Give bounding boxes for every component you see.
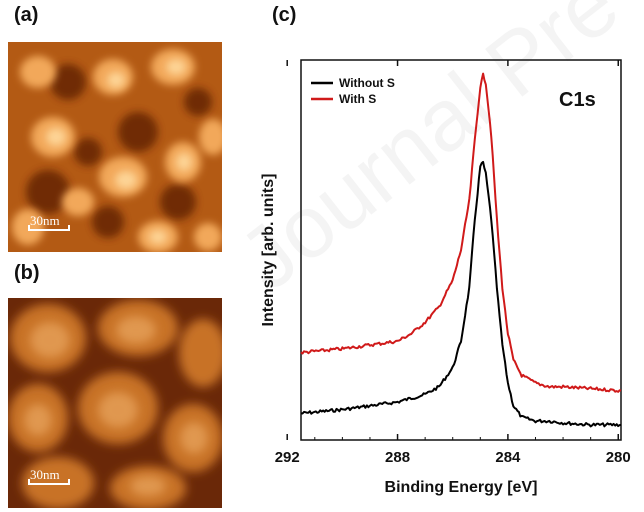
afm-image-a: 30nm (8, 42, 222, 252)
y-axis-label: Intensity [arb. units] (260, 174, 277, 327)
series-line-without-s (300, 160, 622, 428)
scale-bar-b-line (28, 479, 70, 485)
legend-label-without-s: Without S (339, 76, 395, 90)
legend-label-with-s: With S (339, 92, 376, 106)
scale-bar-a-line (28, 225, 70, 231)
x-tick-label-280: 280 (606, 449, 631, 466)
afm-image-b-graphic (8, 298, 222, 508)
scale-bar-a: 30nm (28, 213, 70, 231)
afm-image-a-graphic (8, 42, 222, 252)
plot-frame (300, 59, 622, 441)
chart-legend: Without S With S (311, 76, 395, 106)
x-tick-label-292: 292 (275, 449, 300, 466)
afm-image-b: 30nm (8, 298, 222, 508)
panel-label-c: (c) (272, 4, 297, 26)
x-axis-label: Binding Energy [eV] (385, 479, 538, 496)
panel-label-b: (b) (14, 262, 40, 284)
scale-bar-b: 30nm (28, 467, 70, 485)
x-tick-label-284: 284 (495, 449, 521, 466)
series-line-with-s (300, 72, 622, 393)
xps-c1s-chart: 292 288 284 280 C1s Binding Energy [eV] Int… (260, 59, 631, 496)
panel-label-a: (a) (14, 4, 39, 26)
chart-title: C1s (559, 89, 596, 111)
scale-bar-b-label: 30nm (30, 467, 60, 482)
x-tick-label-288: 288 (385, 449, 410, 466)
scale-bar-a-label: 30nm (30, 213, 60, 228)
